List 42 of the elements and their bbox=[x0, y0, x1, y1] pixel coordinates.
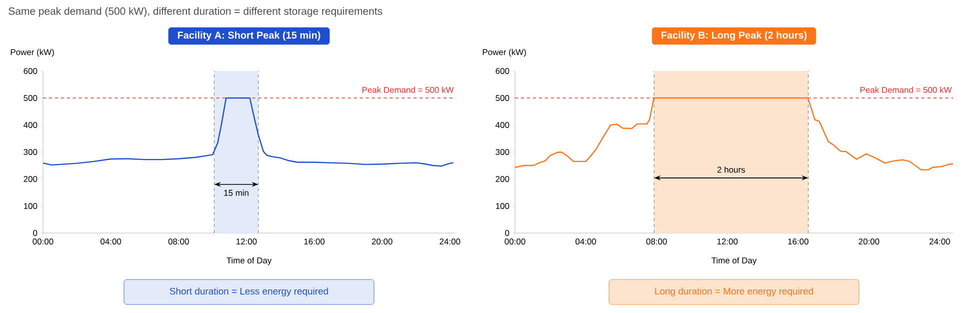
y-tick-label: 400 bbox=[496, 122, 510, 128]
x-tick-label: 08:00 bbox=[168, 238, 189, 245]
x-axis-title: Time of Day bbox=[712, 257, 757, 266]
y-tick-label: 300 bbox=[496, 149, 510, 155]
x-tick-label: 04:00 bbox=[100, 238, 122, 245]
text: Long duration = More energy required bbox=[655, 288, 813, 296]
y-tick-label: 500 bbox=[24, 95, 38, 101]
text: Same peak demand (500 kW), different duration = different storage requirements bbox=[8, 7, 382, 17]
x-tick-label: 12:00 bbox=[236, 238, 257, 245]
y-tick-label: 400 bbox=[24, 122, 38, 128]
y-tick-label: 100 bbox=[496, 203, 510, 209]
ref-line-label: Peak Demand = 500 kW bbox=[860, 86, 952, 93]
band-label: 2 hours bbox=[717, 166, 745, 173]
chart-title: Facility B: Long Peak (2 hours) bbox=[662, 31, 807, 41]
x-tick-label: 12:00 bbox=[717, 238, 738, 245]
x-tick-label: 08:00 bbox=[646, 238, 667, 245]
x-tick-label: 16:00 bbox=[304, 238, 325, 245]
y-tick-label: 200 bbox=[496, 176, 510, 182]
y-axis-title: Power (kW) bbox=[482, 48, 526, 57]
x-tick-label: 04:00 bbox=[576, 238, 596, 245]
x-tick-label: 24:00 bbox=[440, 238, 460, 245]
y-tick-label: 100 bbox=[24, 203, 38, 209]
line-series bbox=[42, 97, 454, 167]
text: Short duration = Less energy required bbox=[170, 288, 328, 296]
x-tick-label: 00:00 bbox=[504, 238, 526, 245]
x-tick-label: 20:00 bbox=[372, 238, 392, 245]
y-tick-label: 200 bbox=[24, 176, 38, 182]
y-tick-label: 500 bbox=[496, 95, 510, 101]
y-tick-label: 600 bbox=[24, 68, 38, 74]
y-axis-title: Power (kW) bbox=[10, 48, 54, 57]
y-tick-label: 300 bbox=[24, 149, 38, 155]
y-tick-label: 0 bbox=[505, 230, 510, 236]
y-tick-label: 600 bbox=[496, 68, 510, 74]
x-tick-label: 00:00 bbox=[32, 238, 54, 245]
x-tick-label: 16:00 bbox=[788, 238, 808, 245]
band-label: 15 min bbox=[224, 190, 248, 196]
y-tick-label: 0 bbox=[33, 230, 38, 236]
chart-title: Facility A: Short Peak (15 min) bbox=[178, 31, 320, 41]
x-tick-label: 24:00 bbox=[930, 238, 950, 245]
ref-line-label: Peak Demand = 500 kW bbox=[362, 86, 454, 93]
x-tick-label: 20:00 bbox=[858, 238, 880, 245]
x-axis-title: Time of Day bbox=[226, 257, 272, 266]
